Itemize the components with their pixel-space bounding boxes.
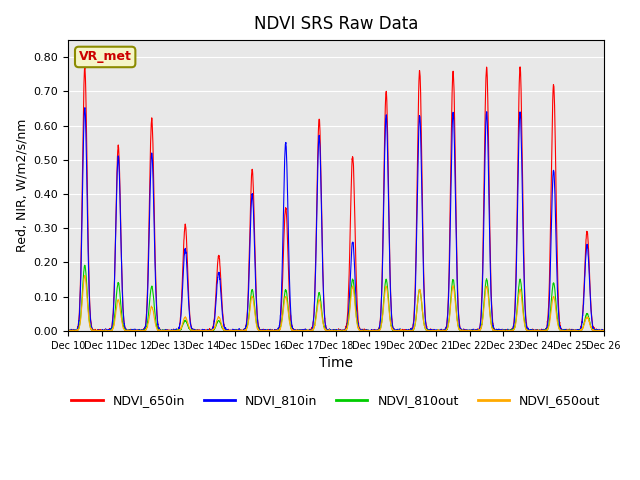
NDVI_650in — [452, 181, 460, 187]
NDVI_650out — [81, 273, 88, 278]
Legend: NDVI_650in, NDVI_810in, NDVI_810out, NDVI_650out: NDVI_650in, NDVI_810in, NDVI_810out, NDV… — [67, 389, 605, 412]
NDVI_810in — [486, 240, 493, 246]
NDVI_810in — [64, 328, 72, 334]
NDVI_810in — [518, 167, 526, 173]
NDVI_650in — [518, 145, 526, 151]
Line: NDVI_650in: NDVI_650in — [68, 67, 604, 331]
NDVI_650out — [600, 327, 607, 333]
Text: VR_met: VR_met — [79, 50, 132, 63]
NDVI_810out — [404, 328, 412, 334]
NDVI_810in — [452, 205, 460, 211]
NDVI_810in — [594, 328, 602, 334]
NDVI_650out — [518, 298, 526, 303]
NDVI_810in — [404, 326, 412, 332]
NDVI_810out — [600, 328, 607, 334]
NDVI_810in — [600, 327, 607, 333]
NDVI_650out — [404, 328, 412, 334]
NDVI_650out — [64, 328, 72, 334]
NDVI_810out — [174, 328, 182, 334]
NDVI_810out — [81, 263, 88, 268]
NDVI_650out — [594, 328, 602, 334]
NDVI_650in — [600, 328, 607, 334]
NDVI_650out — [486, 310, 493, 316]
NDVI_650out — [452, 303, 460, 309]
NDVI_650out — [174, 328, 182, 334]
NDVI_810out — [452, 301, 460, 307]
Y-axis label: Red, NIR, W/m2/s/nm: Red, NIR, W/m2/s/nm — [15, 119, 28, 252]
NDVI_650in — [486, 224, 493, 230]
X-axis label: Time: Time — [319, 356, 353, 370]
NDVI_810out — [486, 309, 494, 315]
NDVI_810out — [518, 292, 526, 298]
NDVI_810out — [65, 328, 72, 334]
NDVI_650in — [404, 328, 412, 334]
NDVI_650in — [65, 328, 72, 334]
NDVI_650in — [174, 328, 182, 334]
NDVI_650in — [594, 328, 602, 334]
NDVI_810out — [64, 327, 72, 333]
Title: NDVI SRS Raw Data: NDVI SRS Raw Data — [253, 15, 418, 33]
Line: NDVI_810out: NDVI_810out — [68, 265, 604, 331]
NDVI_650in — [64, 328, 72, 334]
NDVI_810in — [81, 105, 89, 110]
NDVI_810out — [594, 328, 602, 334]
NDVI_810in — [174, 328, 182, 334]
Line: NDVI_650out: NDVI_650out — [68, 276, 604, 331]
Line: NDVI_810in: NDVI_810in — [68, 108, 604, 331]
NDVI_650in — [516, 64, 524, 70]
